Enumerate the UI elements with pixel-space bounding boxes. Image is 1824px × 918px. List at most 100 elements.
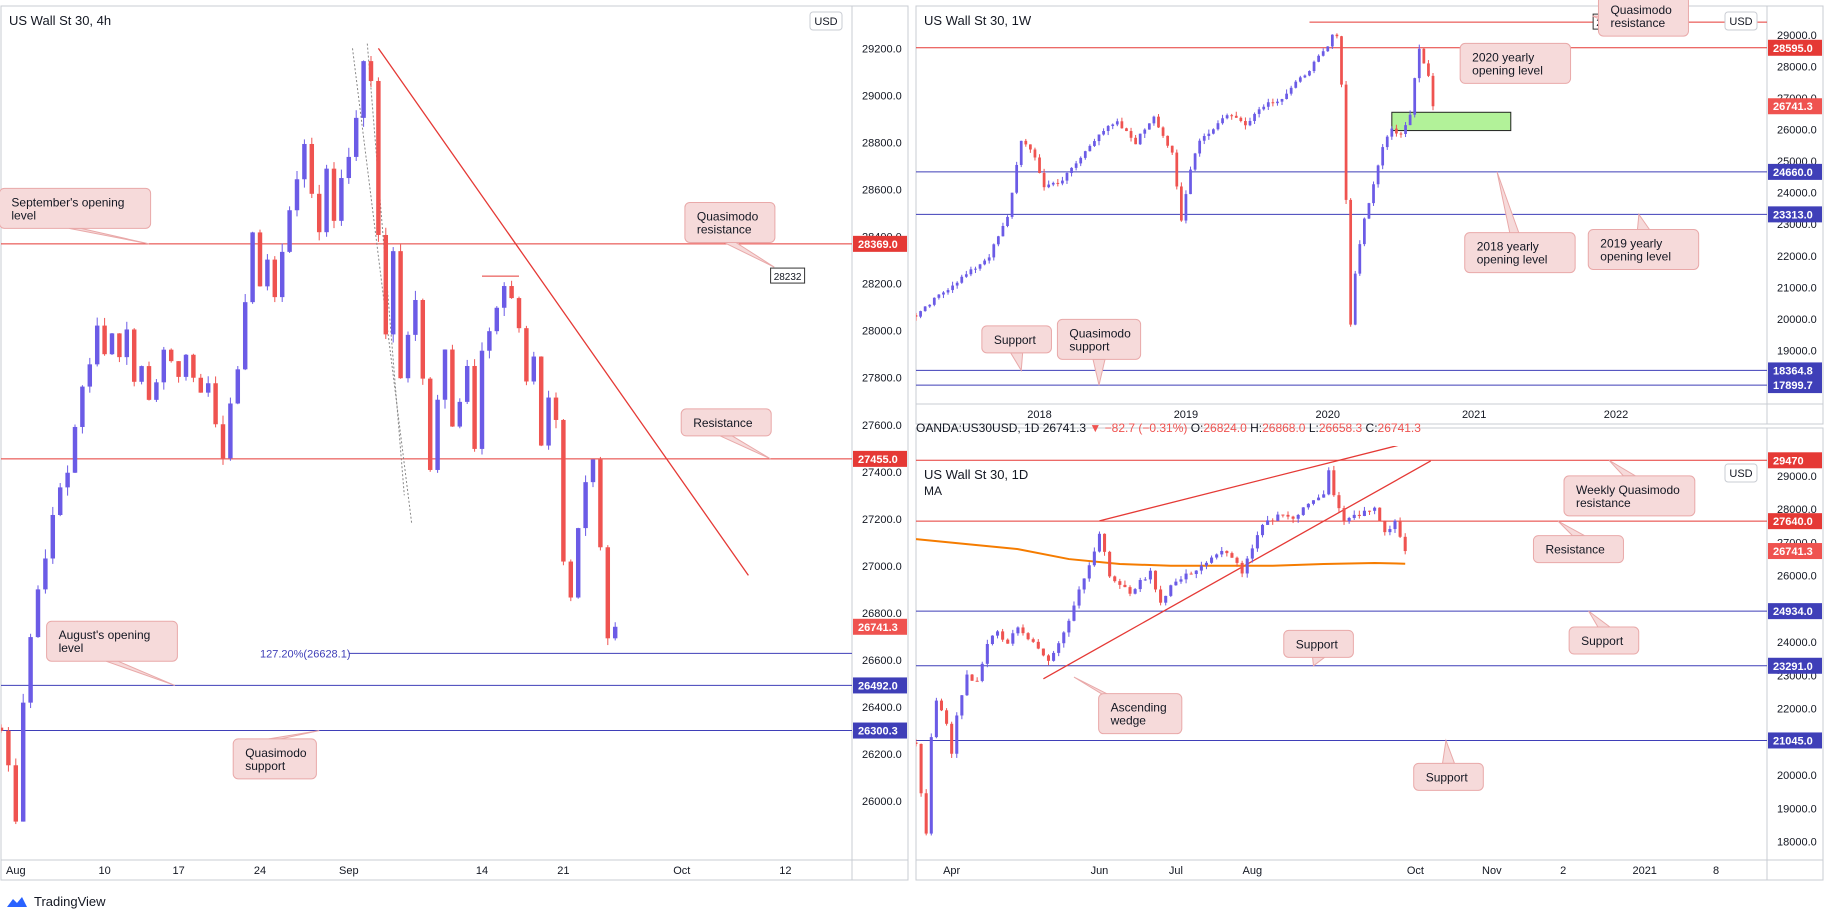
candle-body xyxy=(923,306,927,312)
chart-panel-4h: 29200.029000.028800.028600.028400.028200… xyxy=(0,5,909,881)
candle-body xyxy=(612,626,618,639)
axis-price-badge xyxy=(853,235,907,252)
candle-body xyxy=(553,397,559,420)
candle-body xyxy=(1184,573,1188,580)
candle-body xyxy=(501,286,507,308)
candle-body xyxy=(1001,631,1005,640)
last-price-badge xyxy=(853,618,907,635)
currency-button[interactable] xyxy=(1724,11,1758,31)
axis-price-badge xyxy=(853,450,907,467)
symbol-bar-part: L: xyxy=(1309,421,1319,435)
candle-body xyxy=(516,298,522,329)
axis-price-badge xyxy=(1768,657,1822,674)
candle-body xyxy=(1332,470,1336,496)
symbol-bar-part: O: xyxy=(1191,421,1204,435)
candle-body xyxy=(1390,128,1394,137)
candle-body xyxy=(1212,129,1215,134)
y-tick-label: 26200.0 xyxy=(862,749,902,761)
candle-body xyxy=(72,426,78,473)
candle-body xyxy=(1179,579,1183,582)
callout-box xyxy=(684,201,776,243)
candle-body xyxy=(294,179,300,211)
candle-body xyxy=(1337,495,1341,509)
candle-body xyxy=(257,232,263,287)
candle-body xyxy=(1271,102,1275,104)
chart-panel-1d: 29000.028000.027000.026000.025000.024000… xyxy=(915,421,1824,881)
candle-body xyxy=(302,143,307,180)
y-tick-label: 26800.0 xyxy=(862,608,902,620)
y-tick-label: 24000.0 xyxy=(1777,188,1817,200)
candle-body xyxy=(1021,627,1025,634)
candle-body xyxy=(932,297,936,305)
callout-box xyxy=(232,738,317,780)
candle-body xyxy=(1015,164,1019,193)
x-tick-label: Aug xyxy=(1243,865,1263,877)
candle-body xyxy=(509,286,514,299)
y-tick-label: 28600.0 xyxy=(862,185,902,197)
x-tick-label: Jul xyxy=(1169,865,1183,877)
candle-body xyxy=(1216,123,1220,130)
candle-body xyxy=(1120,121,1124,129)
symbol-bar-part: H: xyxy=(1250,421,1262,435)
candle-body xyxy=(1230,115,1234,117)
candle-body xyxy=(965,674,969,696)
candle-body xyxy=(1262,106,1266,110)
candle-body xyxy=(1070,167,1073,174)
currency-button[interactable] xyxy=(809,11,843,31)
candle-body xyxy=(1330,34,1334,47)
callout-text: opening level xyxy=(1600,249,1671,263)
currency-button[interactable] xyxy=(1724,463,1758,483)
axis-price-badge xyxy=(1768,732,1822,749)
candle-body xyxy=(117,333,122,358)
candle-body xyxy=(951,285,954,291)
x-tick-label: 14 xyxy=(476,865,488,877)
last-price-badge xyxy=(1768,98,1822,115)
candle-body xyxy=(1097,134,1101,142)
candle-body xyxy=(590,459,596,483)
candle-body xyxy=(1179,186,1183,221)
symbol-bar: OANDA:US30USD, 1D 26741.3 ▼ −82.7 (−0.31… xyxy=(916,421,1421,435)
tradingview-label: TradingView xyxy=(34,893,106,909)
plot-area xyxy=(1,43,852,825)
candle-body xyxy=(1152,116,1156,124)
candle-body xyxy=(1138,133,1142,145)
candle-body xyxy=(168,349,174,362)
candle-body xyxy=(161,349,167,383)
candle-body xyxy=(1204,562,1208,566)
candle-body xyxy=(450,349,455,427)
candle-body xyxy=(1026,633,1030,640)
callout-box xyxy=(1464,232,1576,274)
chart-title: US Wall St 30, 4h xyxy=(9,13,111,28)
candle-body xyxy=(1019,140,1023,165)
candle-body xyxy=(942,292,945,295)
candle-body xyxy=(1378,507,1382,522)
axis-price-label: 24934.0 xyxy=(1773,606,1813,618)
tradingview-brand[interactable]: TradingView xyxy=(4,891,106,911)
candle-body xyxy=(1403,536,1407,552)
last-price-label: 26741.3 xyxy=(858,622,898,634)
candle-body xyxy=(1088,145,1092,152)
candle-body xyxy=(1240,562,1244,574)
candle-body xyxy=(1239,117,1243,121)
plot-area xyxy=(916,21,1767,386)
callout-text: 2018 yearly xyxy=(1477,240,1539,254)
candle-body xyxy=(1166,135,1170,146)
y-tick-label: 19000.0 xyxy=(1777,345,1817,357)
candle-body xyxy=(87,364,93,387)
candle-body xyxy=(154,382,159,400)
y-tick-label: 29000.0 xyxy=(1777,30,1817,42)
candle-body xyxy=(464,365,470,402)
candle-body xyxy=(939,700,944,711)
candle-body xyxy=(928,304,932,307)
candle-body xyxy=(1347,517,1351,522)
candle-body xyxy=(183,354,189,377)
candle-body xyxy=(331,168,337,221)
y-tick-label: 18000.0 xyxy=(1777,837,1817,849)
candle-body xyxy=(1001,226,1005,237)
candle-body xyxy=(1210,557,1214,563)
candle-body xyxy=(1352,514,1356,518)
candle-body xyxy=(1111,124,1115,127)
candle-body xyxy=(1321,51,1325,56)
callout-text: Ascending xyxy=(1111,701,1167,715)
candle-body xyxy=(1285,93,1288,100)
